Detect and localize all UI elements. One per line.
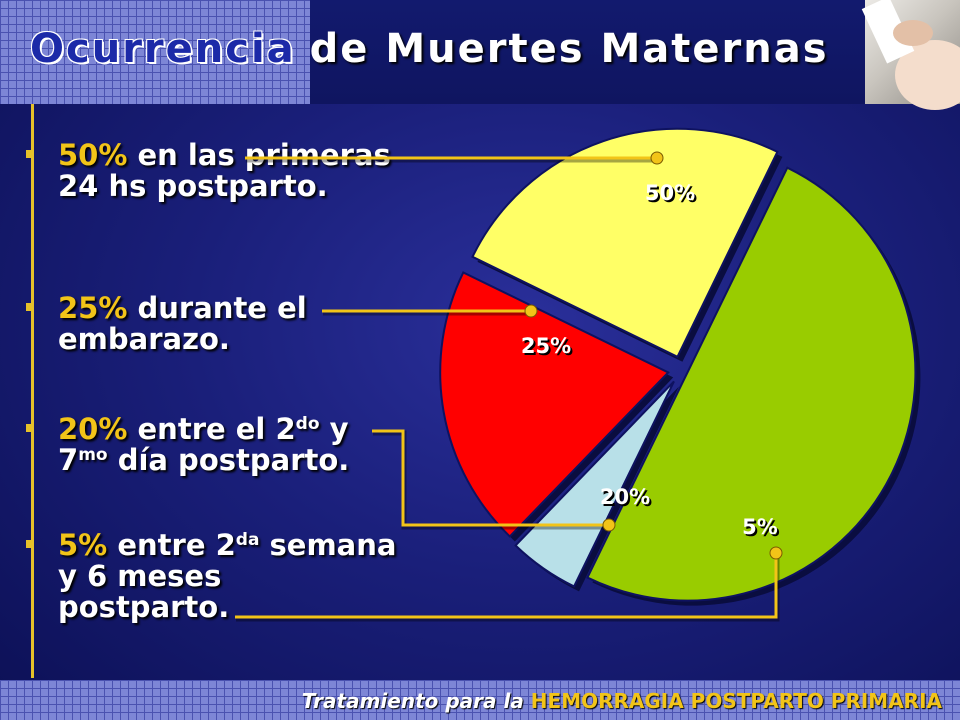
title-part-2: de Muertes Maternas	[309, 26, 829, 72]
bullet-mark	[26, 540, 34, 548]
leader-line-25-dot	[524, 304, 538, 318]
data-label-5: 5%	[742, 515, 778, 539]
header-grid-pattern	[0, 0, 310, 104]
bullet-text: en las primeras 24 hs postparto.	[58, 138, 391, 203]
leader-line-20	[372, 429, 609, 527]
bullet-percent: 20%	[58, 412, 128, 446]
bullet-mark	[26, 424, 34, 432]
data-label-25: 25%	[521, 334, 571, 358]
title-part-1: Ocurrencia	[30, 26, 296, 72]
bullet-text-end: día postparto.	[107, 443, 350, 477]
data-label-20: 20%	[600, 485, 650, 509]
footer-prefix: Tratamiento para la	[301, 689, 531, 713]
leader-line-50-dot	[650, 151, 664, 165]
bullet-text-mid: semana y 6 meses postparto.	[58, 528, 397, 624]
bullet-superscript: da	[235, 530, 260, 550]
header-band	[310, 0, 865, 104]
data-label-shadow: 20%	[602, 487, 652, 511]
left-rule	[31, 104, 34, 678]
data-label-shadow: 5%	[744, 517, 780, 541]
bullet-item: 25% durante el embarazo.	[26, 291, 398, 356]
bullet-mark	[26, 150, 34, 158]
bullet-superscript: mo	[78, 445, 108, 465]
bullet-superscript: do	[295, 414, 320, 434]
pie-slice-5	[514, 380, 675, 588]
bullet-item: 50% en las primeras 24 hs postparto.	[26, 138, 398, 203]
bullet-text: durante el embarazo.	[58, 291, 307, 356]
bullet-text-mid: y 7	[58, 412, 349, 477]
pie-slice-50	[586, 166, 917, 602]
pie-slice-25	[471, 127, 779, 359]
bullet-percent: 50%	[58, 138, 128, 172]
footer-band: Tratamiento para la HEMORRAGIA POSTPARTO…	[0, 680, 960, 720]
footer-highlight: HEMORRAGIA POSTPARTO PRIMARIA	[530, 689, 942, 713]
leader-line-5	[235, 553, 778, 619]
pie-slice-20	[439, 271, 670, 538]
data-label-50: 50%	[645, 181, 695, 205]
bullet-percent: 25%	[58, 291, 128, 325]
footer-text: Tratamiento para la HEMORRAGIA POSTPARTO…	[302, 689, 942, 713]
leader-line-20-dot	[602, 518, 616, 532]
header-photo	[861, 0, 960, 110]
slide-title: Ocurrencia de Muertes Maternas	[30, 26, 829, 72]
bullet-item: 20% entre el 2do y 7mo día postparto.	[26, 412, 398, 477]
data-label-shadow: 25%	[523, 336, 573, 360]
bullet-text: entre el 2	[127, 412, 296, 446]
bullet-mark	[26, 303, 34, 311]
photo-hand	[893, 20, 933, 46]
bullet-percent: 5%	[58, 528, 108, 562]
bullet-text: entre 2	[107, 528, 236, 562]
bullet-item: 5% entre 2da semana y 6 meses postparto.	[26, 528, 398, 624]
data-label-shadow: 50%	[647, 183, 697, 207]
leader-line-5-dot	[769, 546, 783, 560]
